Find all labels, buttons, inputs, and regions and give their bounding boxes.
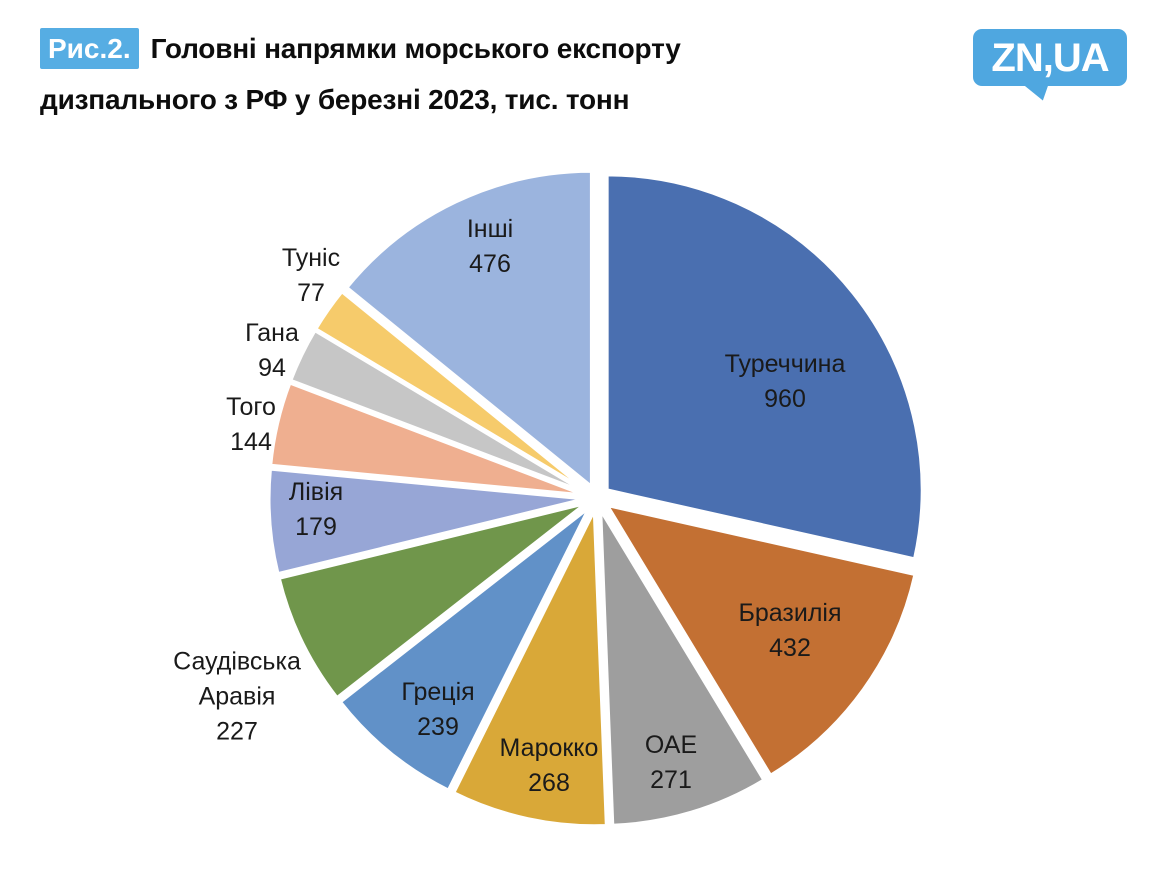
pie-slice-morocco	[452, 509, 608, 828]
pie-slice-greece	[339, 506, 591, 792]
pie-slice-togo	[269, 381, 586, 497]
pie-slice-saudi-arabia	[277, 502, 587, 700]
chart-title-line2: дизпального з РФ у березні 2023, тис. то…	[40, 84, 630, 115]
pie-slice-uae	[599, 508, 766, 827]
pie-slice-libya	[267, 467, 586, 576]
pie-slice-ghana	[289, 329, 587, 494]
pie-slice-brazil	[606, 504, 917, 777]
znua-logo-text: ZN,UA	[991, 35, 1109, 80]
chart-header: Рис.2. Головні напрямки морського експор…	[40, 28, 920, 114]
pie-slice-turkey	[605, 173, 924, 561]
chart-title-line1: Головні напрямки морського експорту	[150, 32, 681, 64]
title-line-1: Рис.2. Головні напрямки морського експор…	[40, 28, 920, 69]
pie-slice-tunisia	[314, 290, 588, 493]
figure-tag: Рис.2.	[40, 28, 139, 69]
znua-logo: ZN,UA	[973, 29, 1127, 103]
pie-slice-others	[345, 169, 593, 488]
